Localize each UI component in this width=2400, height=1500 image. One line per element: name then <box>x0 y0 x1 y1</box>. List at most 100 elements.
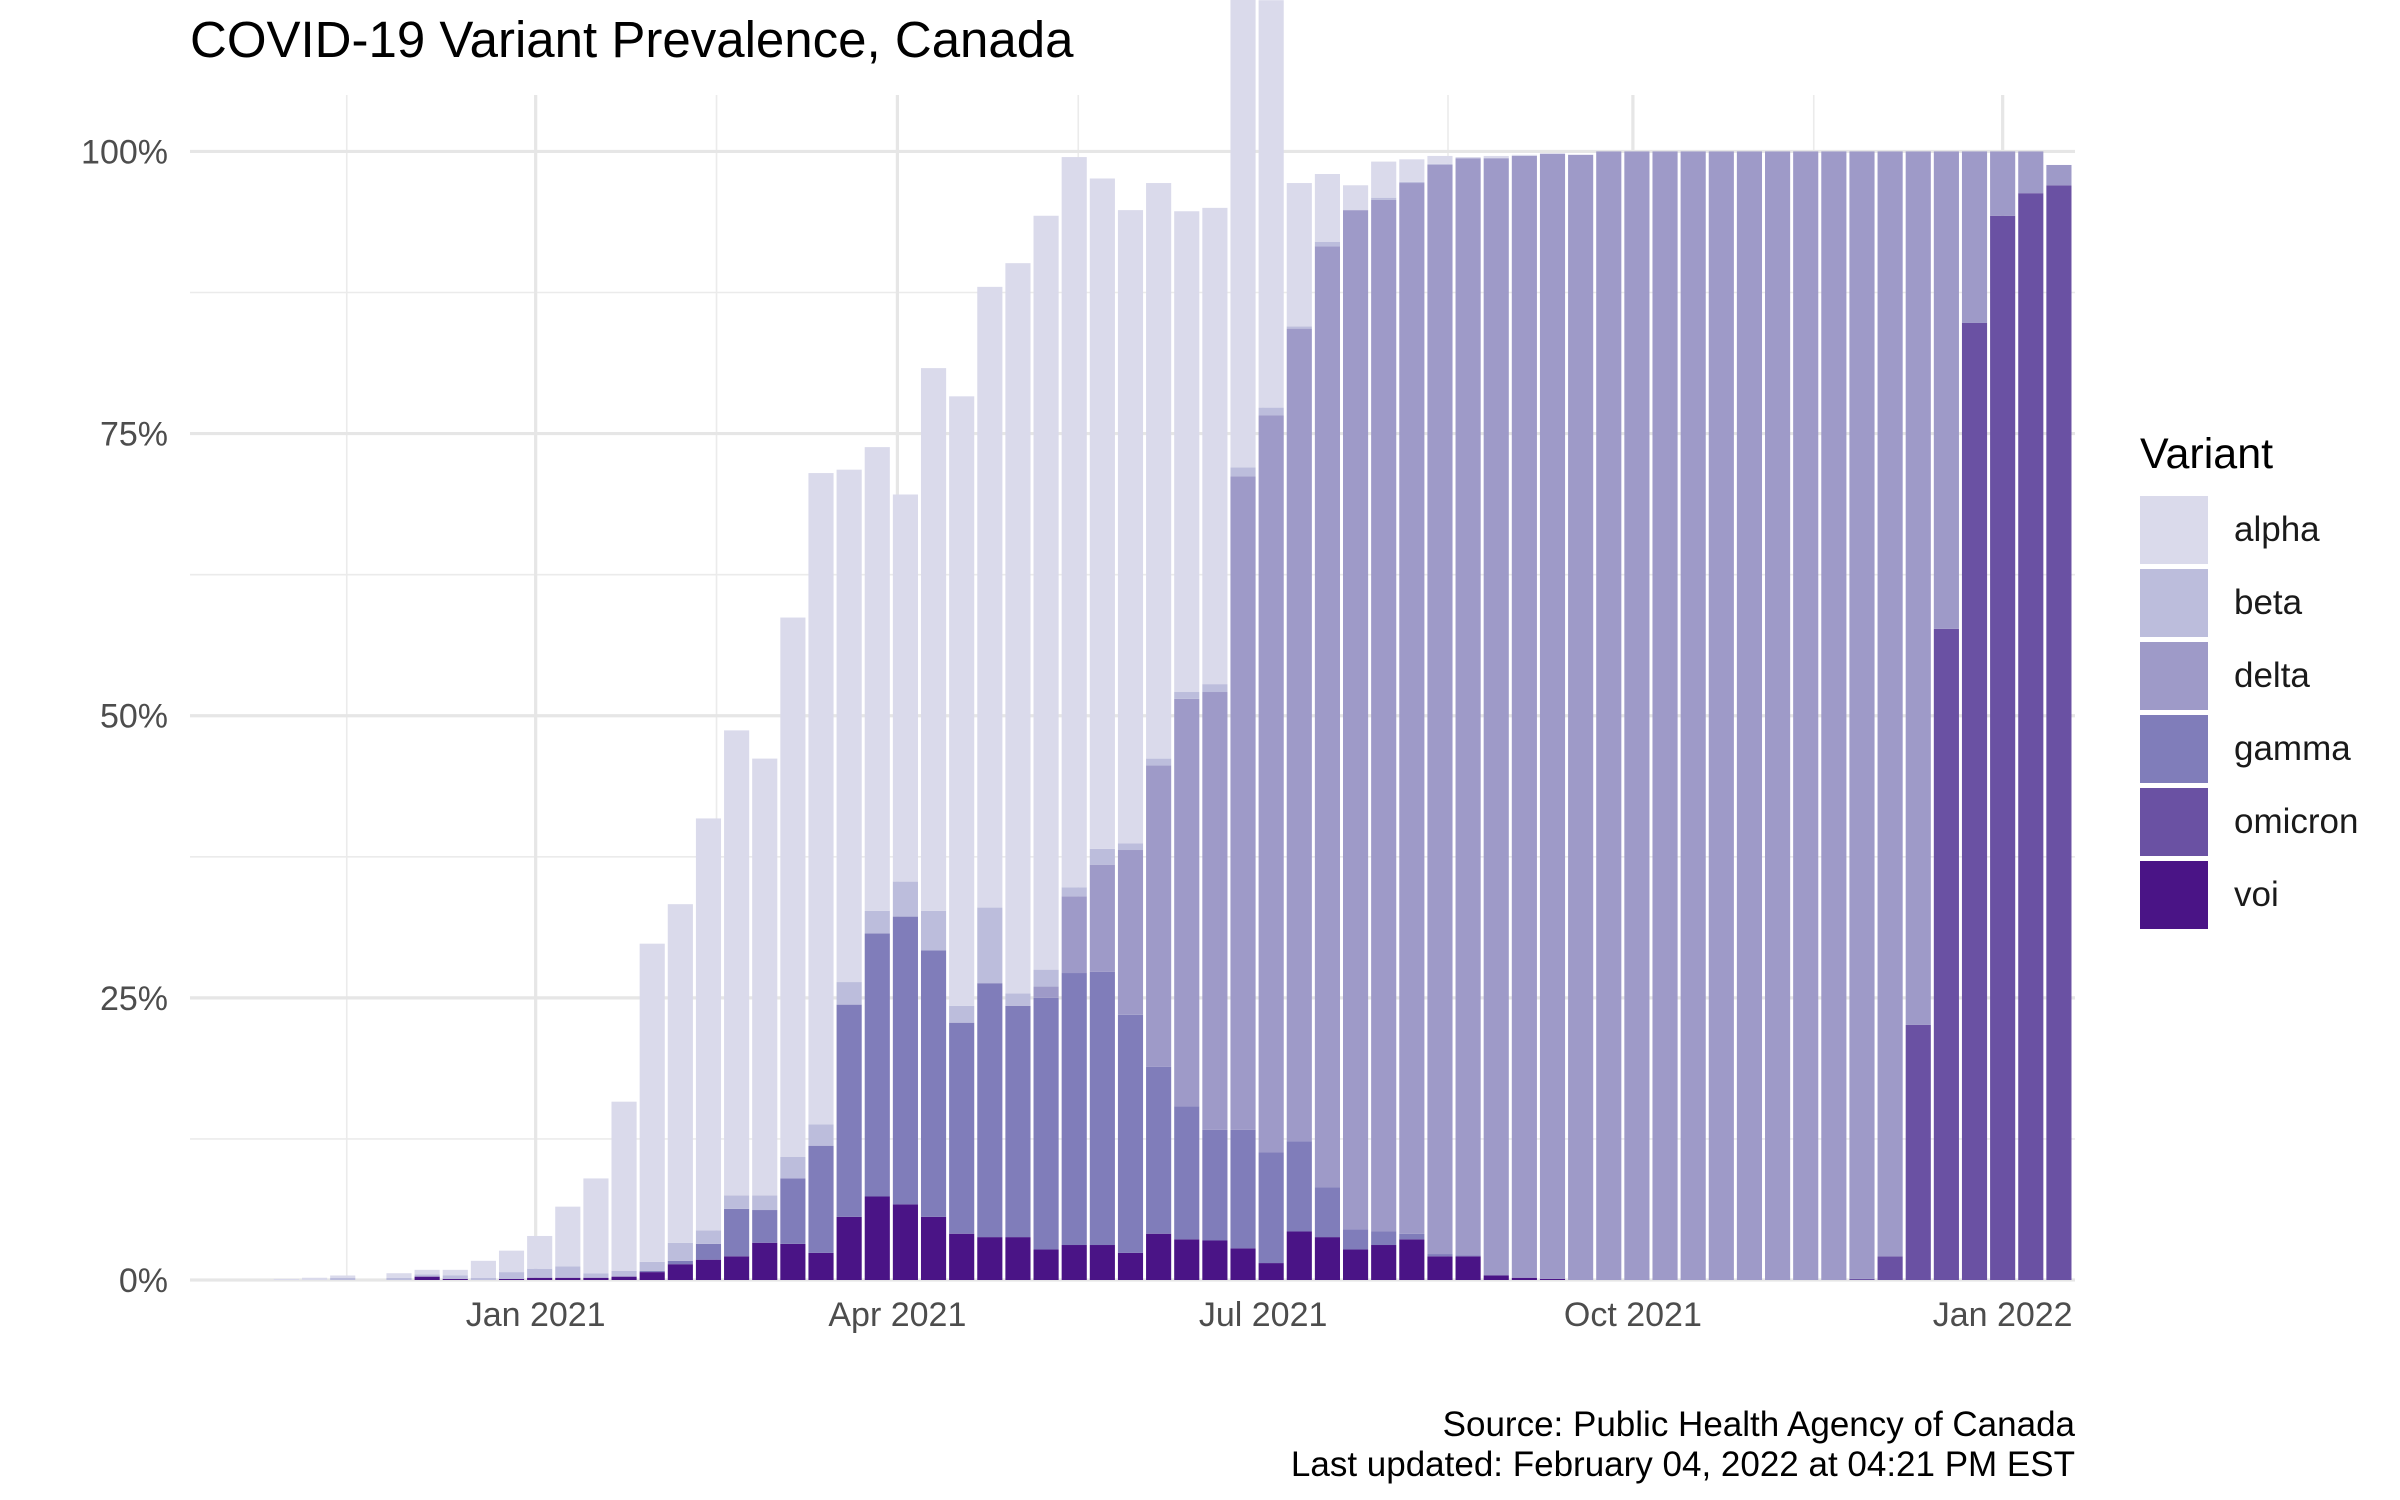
bar-voi <box>555 1277 581 1280</box>
bar-gamma <box>1286 1141 1312 1232</box>
bar-alpha <box>498 1250 525 1273</box>
bar-alpha <box>1286 183 1312 327</box>
bar-beta <box>1371 197 1397 200</box>
bar-gamma <box>920 950 947 1217</box>
y-tick-label: 25% <box>100 980 168 1018</box>
legend-swatch-omicron <box>2140 787 2208 856</box>
bar-delta <box>1877 151 1903 1257</box>
bar-alpha <box>892 494 918 882</box>
bar-gamma <box>1342 1229 1369 1250</box>
bar-delta <box>1314 246 1340 1188</box>
bar-beta <box>583 1273 609 1278</box>
bar-delta <box>1033 986 1059 998</box>
bar-alpha <box>949 396 975 1006</box>
legend-item-alpha: alpha <box>2140 493 2358 566</box>
bar-gamma <box>1089 971 1115 1246</box>
bar-alpha <box>724 730 750 1196</box>
y-tick-label: 100% <box>81 133 168 171</box>
legend-swatch-beta <box>2140 568 2208 637</box>
bar-gamma <box>1202 1129 1228 1241</box>
bar-delta <box>1568 154 1594 1280</box>
bar-beta <box>724 1195 750 1209</box>
legend-title: Variant <box>2140 430 2274 478</box>
bar-delta <box>1905 151 1931 1025</box>
bar-delta <box>1961 151 1988 323</box>
bar-delta <box>1596 151 1622 1280</box>
bar-voi <box>1089 1245 1115 1280</box>
bar-alpha <box>1146 183 1172 759</box>
bar-beta <box>611 1270 637 1277</box>
bar-beta <box>1202 684 1228 693</box>
bar-voi <box>977 1237 1003 1280</box>
x-tick-label: Jan 2022 <box>1933 1296 2073 1334</box>
bar-gamma <box>1455 1255 1481 1257</box>
bar-gamma <box>977 983 1003 1238</box>
bar-alpha <box>1174 211 1200 693</box>
bar-alpha <box>1202 207 1228 685</box>
bar-gamma <box>752 1210 778 1243</box>
bar-beta <box>498 1272 525 1279</box>
bar-gamma <box>1314 1187 1340 1238</box>
legend-swatch-gamma <box>2140 714 2208 783</box>
bar-voi <box>1511 1277 1537 1280</box>
legend-swatch-delta <box>2140 641 2208 710</box>
bar-beta <box>808 1124 834 1146</box>
y-tick-label: 50% <box>100 698 168 736</box>
bar-alpha <box>1089 178 1115 849</box>
bar-beta <box>1033 969 1059 987</box>
bar-alpha <box>639 943 665 1262</box>
bars-layer <box>273 0 2072 1281</box>
bar-beta <box>892 881 918 917</box>
legend-item-delta: delta <box>2140 639 2358 712</box>
bar-beta <box>695 1230 722 1244</box>
bar-delta <box>1371 199 1397 1232</box>
bar-alpha <box>667 904 693 1243</box>
x-tick-label: Jan 2021 <box>466 1296 606 1334</box>
bar-delta <box>1708 151 1734 1280</box>
bar-voi <box>808 1252 834 1280</box>
source-caption: Source: Public Health Agency of Canada <box>1442 1405 2075 1444</box>
bar-gamma <box>808 1145 834 1253</box>
bar-beta <box>1427 163 1453 165</box>
bar-beta <box>1314 241 1340 247</box>
last-updated-caption: Last updated: February 04, 2022 at 04:21… <box>1290 1445 2075 1484</box>
bar-alpha <box>695 818 722 1231</box>
bar-voi <box>1005 1237 1031 1280</box>
bar-alpha <box>1342 185 1369 211</box>
caption: Source: Public Health Agency of Canada L… <box>1291 1405 2075 1485</box>
bar-gamma <box>1061 973 1087 1246</box>
bar-beta <box>780 1156 806 1179</box>
bar-beta <box>442 1275 468 1279</box>
bar-delta <box>2046 164 2072 186</box>
bar-omicron <box>2018 193 2044 1281</box>
bar-voi <box>724 1256 750 1280</box>
bar-beta <box>752 1195 778 1211</box>
bar-beta <box>949 1005 975 1023</box>
bar-beta <box>555 1266 581 1278</box>
bar-omicron <box>1849 1278 1875 1280</box>
y-tick-label: 0% <box>119 1262 168 1300</box>
bar-delta <box>1202 692 1228 1130</box>
bar-voi <box>1314 1237 1340 1280</box>
bar-omicron <box>1990 215 2016 1281</box>
bar-voi <box>780 1243 806 1280</box>
legend-label-alpha: alpha <box>2234 509 2320 549</box>
bar-beta <box>386 1277 412 1280</box>
bar-gamma <box>1117 1014 1144 1253</box>
bar-omicron <box>1877 1256 1903 1280</box>
bar-delta <box>1765 151 1791 1280</box>
bar-delta <box>1624 151 1650 1280</box>
bar-voi <box>1286 1231 1312 1280</box>
bar-gamma <box>1427 1254 1453 1257</box>
bar-delta <box>1061 896 1087 974</box>
bar-alpha <box>302 1277 328 1280</box>
bar-beta <box>1286 326 1312 329</box>
bar-delta <box>1427 164 1453 1255</box>
bar-gamma <box>695 1243 722 1260</box>
x-tick-label: Apr 2021 <box>828 1296 966 1334</box>
legend-item-voi: voi <box>2140 858 2358 931</box>
legend-item-gamma: gamma <box>2140 712 2358 785</box>
bar-alpha <box>386 1273 412 1278</box>
bar-gamma <box>1033 997 1059 1250</box>
bar-beta <box>920 910 947 951</box>
